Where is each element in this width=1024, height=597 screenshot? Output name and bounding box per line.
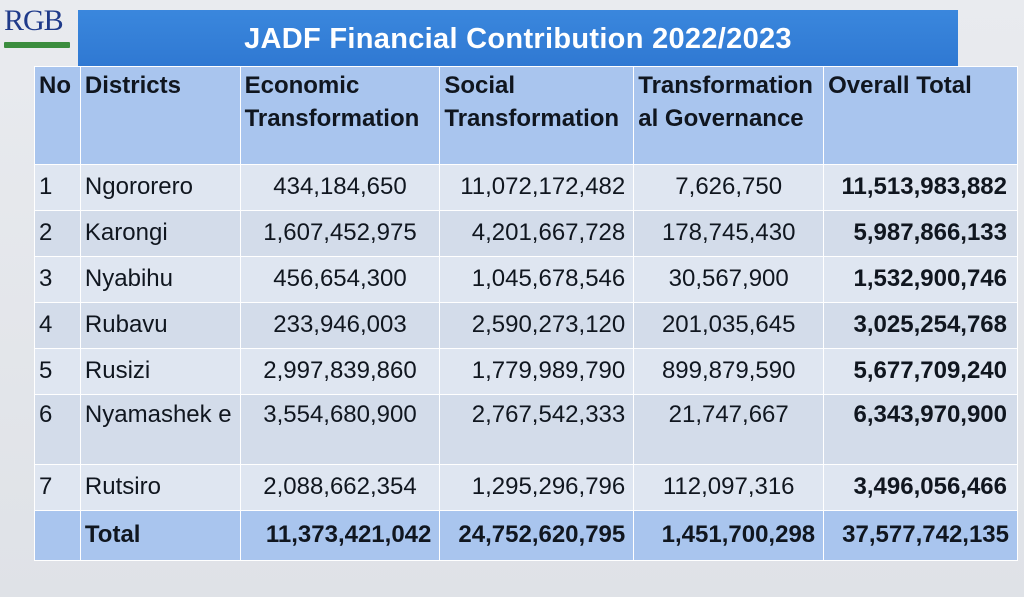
table-row: 5 Rusizi 2,997,839,860 1,779,989,790 899…	[34, 348, 1018, 395]
contribution-table: No Districts Economic Transformation Soc…	[34, 66, 1018, 561]
cell-social: 1,295,296,796	[439, 464, 635, 511]
table-row: 3 Nyabihu 456,654,300 1,045,678,546 30,5…	[34, 256, 1018, 303]
cell-economic: 2,997,839,860	[239, 348, 441, 395]
cell-social: 1,045,678,546	[439, 256, 635, 303]
cell-district: Karongi	[79, 210, 241, 257]
cell-overall: 11,513,983,882	[823, 164, 1018, 211]
cell-overall: 6,343,970,900	[823, 394, 1018, 465]
total-economic: 11,373,421,042	[239, 510, 441, 561]
cell-district: Nyamashek e	[79, 394, 241, 465]
cell-overall: 5,987,866,133	[823, 210, 1018, 257]
cell-overall: 3,496,056,466	[823, 464, 1018, 511]
cell-social: 2,767,542,333	[439, 394, 635, 465]
header-social: Social Transformation	[439, 66, 635, 165]
cell-governance: 201,035,645	[633, 302, 825, 349]
slide-title: JADF Financial Contribution 2022/2023	[244, 22, 792, 55]
cell-no: 5	[34, 348, 81, 395]
table-row: 4 Rubavu 233,946,003 2,590,273,120 201,0…	[34, 302, 1018, 349]
cell-economic: 456,654,300	[239, 256, 441, 303]
cell-overall: 1,532,900,746	[823, 256, 1018, 303]
table-row: 6 Nyamashek e 3,554,680,900 2,767,542,33…	[34, 394, 1018, 465]
total-governance: 1,451,700,298	[633, 510, 825, 561]
cell-economic: 434,184,650	[239, 164, 441, 211]
logo-stripe	[4, 42, 70, 48]
cell-economic: 2,088,662,354	[239, 464, 441, 511]
cell-social: 4,201,667,728	[439, 210, 635, 257]
cell-no: 4	[34, 302, 81, 349]
cell-no: 2	[34, 210, 81, 257]
title-bar: JADF Financial Contribution 2022/2023	[78, 10, 958, 68]
cell-governance: 7,626,750	[633, 164, 825, 211]
total-overall: 37,577,742,135	[823, 510, 1018, 561]
table-row: 1 Ngororero 434,184,650 11,072,172,482 7…	[34, 164, 1018, 211]
table-row: 2 Karongi 1,607,452,975 4,201,667,728 17…	[34, 210, 1018, 257]
cell-overall: 5,677,709,240	[823, 348, 1018, 395]
header-governance: Transformation al Governance	[633, 66, 825, 165]
cell-governance: 899,879,590	[633, 348, 825, 395]
header-row: No Districts Economic Transformation Soc…	[34, 66, 1018, 165]
total-social: 24,752,620,795	[439, 510, 635, 561]
rgb-logo: RGB	[4, 2, 76, 58]
cell-district: Rutsiro	[79, 464, 241, 511]
cell-no: 6	[34, 394, 81, 465]
cell-social: 2,590,273,120	[439, 302, 635, 349]
cell-governance: 30,567,900	[633, 256, 825, 303]
total-label: Total	[79, 510, 241, 561]
logo-text: RGB	[4, 4, 64, 37]
total-row: Total 11,373,421,042 24,752,620,795 1,45…	[34, 510, 1018, 561]
cell-no: 1	[34, 164, 81, 211]
header-districts: Districts	[79, 66, 241, 165]
cell-no: 7	[34, 464, 81, 511]
cell-district: Nyabihu	[79, 256, 241, 303]
total-no-cell	[34, 510, 81, 561]
cell-governance: 21,747,667	[633, 394, 825, 465]
cell-overall: 3,025,254,768	[823, 302, 1018, 349]
header-economic: Economic Transformation	[239, 66, 441, 165]
cell-governance: 112,097,316	[633, 464, 825, 511]
header-overall: Overall Total	[823, 66, 1018, 165]
cell-economic: 1,607,452,975	[239, 210, 441, 257]
cell-district: Ngororero	[79, 164, 241, 211]
cell-economic: 233,946,003	[239, 302, 441, 349]
cell-district: Rusizi	[79, 348, 241, 395]
cell-social: 1,779,989,790	[439, 348, 635, 395]
cell-no: 3	[34, 256, 81, 303]
table-row: 7 Rutsiro 2,088,662,354 1,295,296,796 11…	[34, 464, 1018, 511]
cell-social: 11,072,172,482	[439, 164, 635, 211]
header-no: No	[34, 66, 81, 165]
cell-governance: 178,745,430	[633, 210, 825, 257]
cell-district: Rubavu	[79, 302, 241, 349]
cell-economic: 3,554,680,900	[239, 394, 441, 465]
